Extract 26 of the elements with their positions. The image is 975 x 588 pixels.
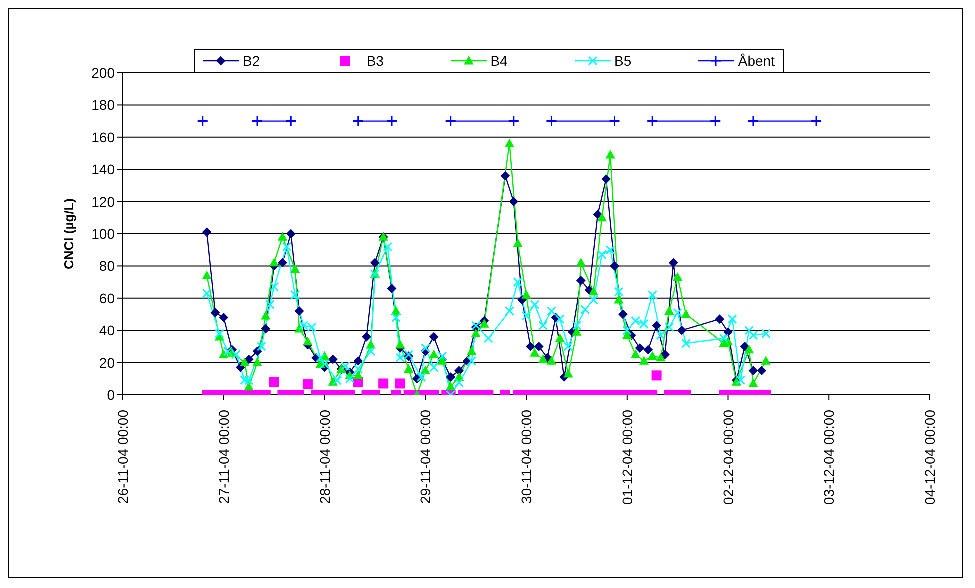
y-tick-label: 120 xyxy=(92,194,116,210)
x-tick-label: 02-12-04 00:00 xyxy=(720,410,736,505)
y-tick-label: 40 xyxy=(99,322,116,339)
x-tick-label: 01-12-04 00:00 xyxy=(619,410,636,505)
x-tick-label: 04-12-04 00:00 xyxy=(922,410,938,505)
legend-label: B4 xyxy=(490,53,508,69)
x-tick-label: 27-11-04 00:00 xyxy=(216,410,232,504)
y-tick-label: 20 xyxy=(99,354,116,371)
x-tick-label: 26-11-04 00:00 xyxy=(115,410,131,504)
y-tick-label: 60 xyxy=(99,290,116,306)
legend-label: Åbent xyxy=(738,53,775,69)
y-tick-label: 100 xyxy=(92,226,116,242)
x-tick-label: 28-11-04 00:00 xyxy=(316,410,333,504)
y-axis-title: CNCl (µg/L) xyxy=(62,198,77,270)
x-tick-label: 29-11-04 00:00 xyxy=(418,410,434,504)
y-tick-label: 80 xyxy=(99,258,116,274)
y-tick-label: 200 xyxy=(92,64,116,81)
x-tick-label: 03-12-04 00:00 xyxy=(821,410,838,505)
legend-label: B5 xyxy=(614,53,632,69)
y-tick-label: 160 xyxy=(92,129,116,146)
x-tick-label: 30-11-04 00:00 xyxy=(518,410,534,504)
legend-label: B3 xyxy=(366,53,384,69)
legend-label: B2 xyxy=(243,53,260,69)
y-tick-label: 180 xyxy=(92,97,116,114)
y-tick-label: 0 xyxy=(107,386,116,403)
y-tick-label: 140 xyxy=(92,162,116,178)
